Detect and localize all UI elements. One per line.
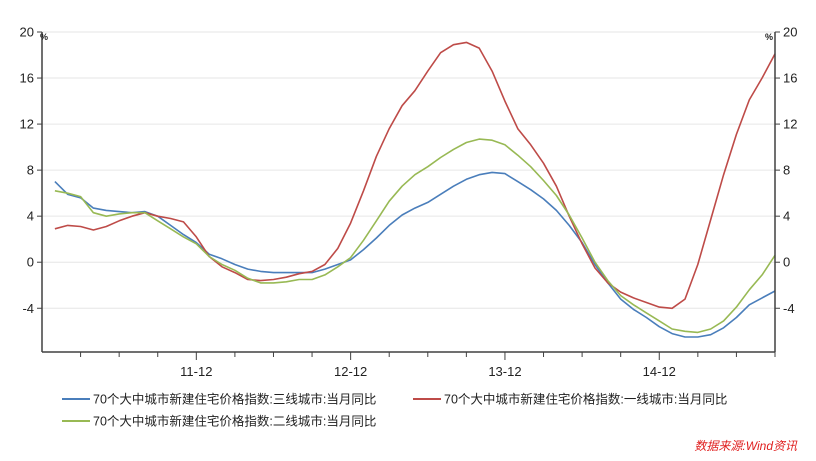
series-line-1	[54, 171, 776, 338]
legend-label: 70个大中城市新建住宅价格指数:一线城市:当月同比	[444, 392, 727, 407]
right-unit-label: %	[765, 32, 773, 42]
legend-item: 70个大中城市新建住宅价格指数:三线城市:当月同比	[62, 392, 376, 407]
left-y-tick-label: 12	[20, 117, 34, 132]
x-tick-label: 13-12	[488, 364, 521, 379]
series-line-3	[54, 138, 776, 334]
right-y-tick-label: 8	[783, 163, 790, 178]
source-note: 数据来源:Wind资讯	[694, 439, 798, 453]
tick-marks: -4 -4 0 0 4 4 8 8 12 12 16 16 20 20 11-12 12-12 13-12 14-…	[20, 25, 798, 380]
left-y-tick-label: 16	[20, 71, 34, 86]
right-y-tick-label: 4	[783, 209, 790, 224]
right-y-tick-label: -4	[783, 301, 795, 316]
legend-label: 70个大中城市新建住宅价格指数:二线城市:当月同比	[93, 414, 376, 429]
left-y-tick-label: 0	[27, 255, 34, 270]
legend-item: 70个大中城市新建住宅价格指数:二线城市:当月同比	[62, 414, 376, 429]
left-y-tick-label: 20	[20, 25, 34, 40]
legend-item: 70个大中城市新建住宅价格指数:一线城市:当月同比	[413, 392, 727, 407]
left-y-tick-label: -4	[22, 301, 34, 316]
series-lines	[54, 41, 776, 338]
left-y-tick-label: 8	[27, 163, 34, 178]
x-tick-label: 12-12	[334, 364, 367, 379]
gridlines	[42, 31, 775, 309]
legend: 70个大中城市新建住宅价格指数:三线城市:当月同比 70个大中城市新建住宅价格指数…	[62, 392, 727, 429]
right-y-tick-label: 12	[783, 117, 797, 132]
right-y-tick-label: 20	[783, 25, 797, 40]
left-y-tick-label: 4	[27, 209, 34, 224]
right-y-tick-label: 16	[783, 71, 797, 86]
legend-label: 70个大中城市新建住宅价格指数:三线城市:当月同比	[93, 392, 376, 407]
x-tick-label: 11-12	[180, 364, 212, 379]
right-y-tick-label: 0	[783, 255, 790, 270]
x-tick-label: 14-12	[643, 364, 676, 379]
left-unit-label: %	[40, 32, 48, 42]
axes: % %	[40, 32, 776, 353]
series-line-2	[54, 41, 776, 310]
